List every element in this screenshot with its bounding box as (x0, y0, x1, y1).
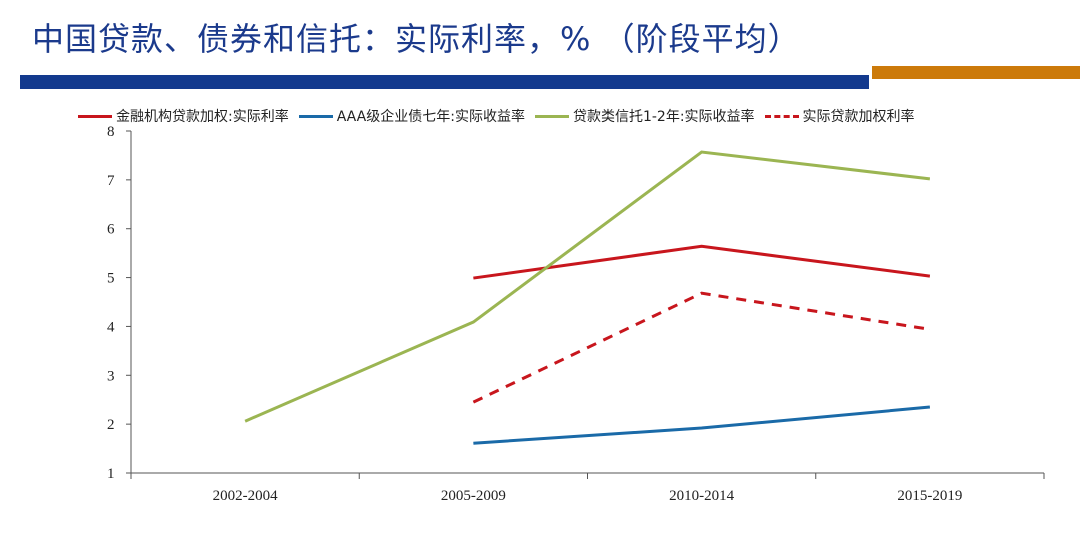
legend-label: AAA级企业债七年:实际收益率 (336, 109, 525, 125)
y-tick-label: 2 (107, 417, 115, 433)
series-line-3 (472, 291, 931, 404)
legend-label: 贷款类信托1-2年:实际收益率 (572, 109, 755, 125)
y-tick-label: 3 (107, 368, 115, 384)
legend-swatch (298, 114, 333, 118)
y-tick-label: 5 (107, 271, 115, 287)
legend-swatch (534, 114, 569, 118)
title-underline-orange (872, 66, 1080, 79)
y-tick-label: 8 (107, 124, 115, 140)
y-tick-label: 1 (107, 466, 115, 482)
legend-swatch (764, 114, 799, 118)
series-line-1 (473, 405, 931, 445)
legend: 金融机构贷款加权:实际利率 AAA级企业债七年:实际收益率 贷款类信托1-2年:实际… (78, 106, 915, 126)
title-underline-blue (20, 75, 869, 89)
series-line-0 (473, 244, 931, 280)
legend-label: 实际贷款加权利率 (802, 109, 915, 125)
y-tick-label: 4 (107, 319, 115, 335)
x-tick-label: 2015-2019 (897, 488, 962, 504)
x-tick-label: 2010-2014 (669, 488, 734, 504)
page-title: 中国贷款、债券和信托：实际利率，% （阶段平均） (32, 20, 801, 58)
y-tick-label: 7 (107, 173, 115, 189)
legend-swatch (78, 114, 112, 118)
x-tick-label: 2005-2009 (441, 488, 506, 504)
legend-item: AAA级企业债七年:实际收益率 (298, 106, 525, 126)
x-tick-label: 2002-2004 (213, 488, 278, 504)
legend-item: 贷款类信托1-2年:实际收益率 (534, 106, 755, 126)
y-tick-label: 6 (107, 222, 115, 238)
series-line-2 (244, 150, 931, 423)
legend-item: 实际贷款加权利率 (764, 106, 915, 126)
legend-item: 金融机构贷款加权:实际利率 (78, 106, 289, 126)
legend-label: 金融机构贷款加权:实际利率 (116, 109, 289, 125)
